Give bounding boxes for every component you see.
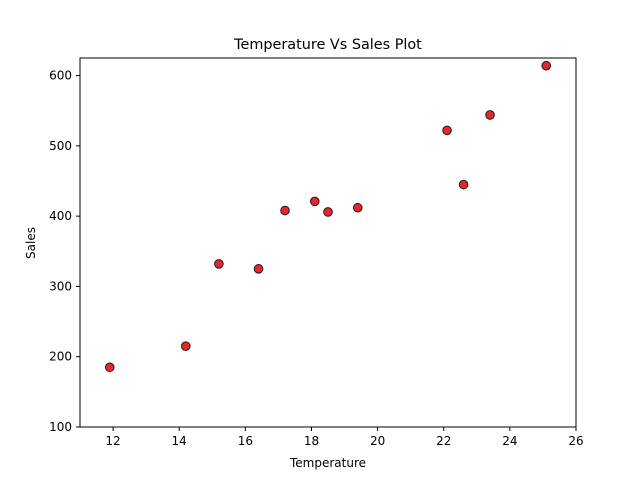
scatter-point (104, 362, 115, 373)
scatter-point (442, 125, 452, 136)
scatter-point (309, 196, 320, 207)
scatter-point (323, 207, 333, 217)
scatter-point (253, 264, 264, 274)
x-tick-label: 16 (238, 434, 253, 448)
scatter-points (104, 60, 552, 373)
y-tick-label: 500 (49, 139, 72, 153)
x-tick-label: 26 (568, 434, 583, 448)
x-tick-label: 20 (370, 434, 385, 448)
y-tick-label: 100 (49, 420, 72, 434)
x-tick-label: 18 (304, 434, 319, 448)
scatter-point (181, 341, 191, 351)
chart-title: Temperature Vs Sales Plot (233, 37, 422, 53)
y-axis-label: Sales (24, 227, 38, 259)
scatter-point (352, 202, 363, 213)
scatter-point (458, 179, 469, 190)
x-tick-label: 14 (172, 434, 187, 448)
y-axis-ticks: 100 200 300 400 500 600 (49, 69, 80, 434)
scatter-point (541, 60, 552, 71)
x-tick-label: 24 (502, 434, 517, 448)
y-tick-label: 600 (49, 69, 72, 83)
y-tick-label: 300 (49, 279, 72, 293)
x-tick-label: 22 (436, 434, 451, 448)
x-axis-label: Temperature (289, 456, 366, 470)
scatter-point (214, 259, 224, 269)
y-tick-label: 200 (49, 350, 72, 364)
scatter-point (485, 110, 495, 120)
x-axis-ticks: 12 14 16 18 20 22 24 26 (105, 427, 584, 448)
x-tick-label: 12 (105, 434, 120, 448)
y-tick-label: 400 (49, 209, 72, 223)
scatter-point (280, 205, 290, 216)
plot-frame (79, 57, 577, 428)
